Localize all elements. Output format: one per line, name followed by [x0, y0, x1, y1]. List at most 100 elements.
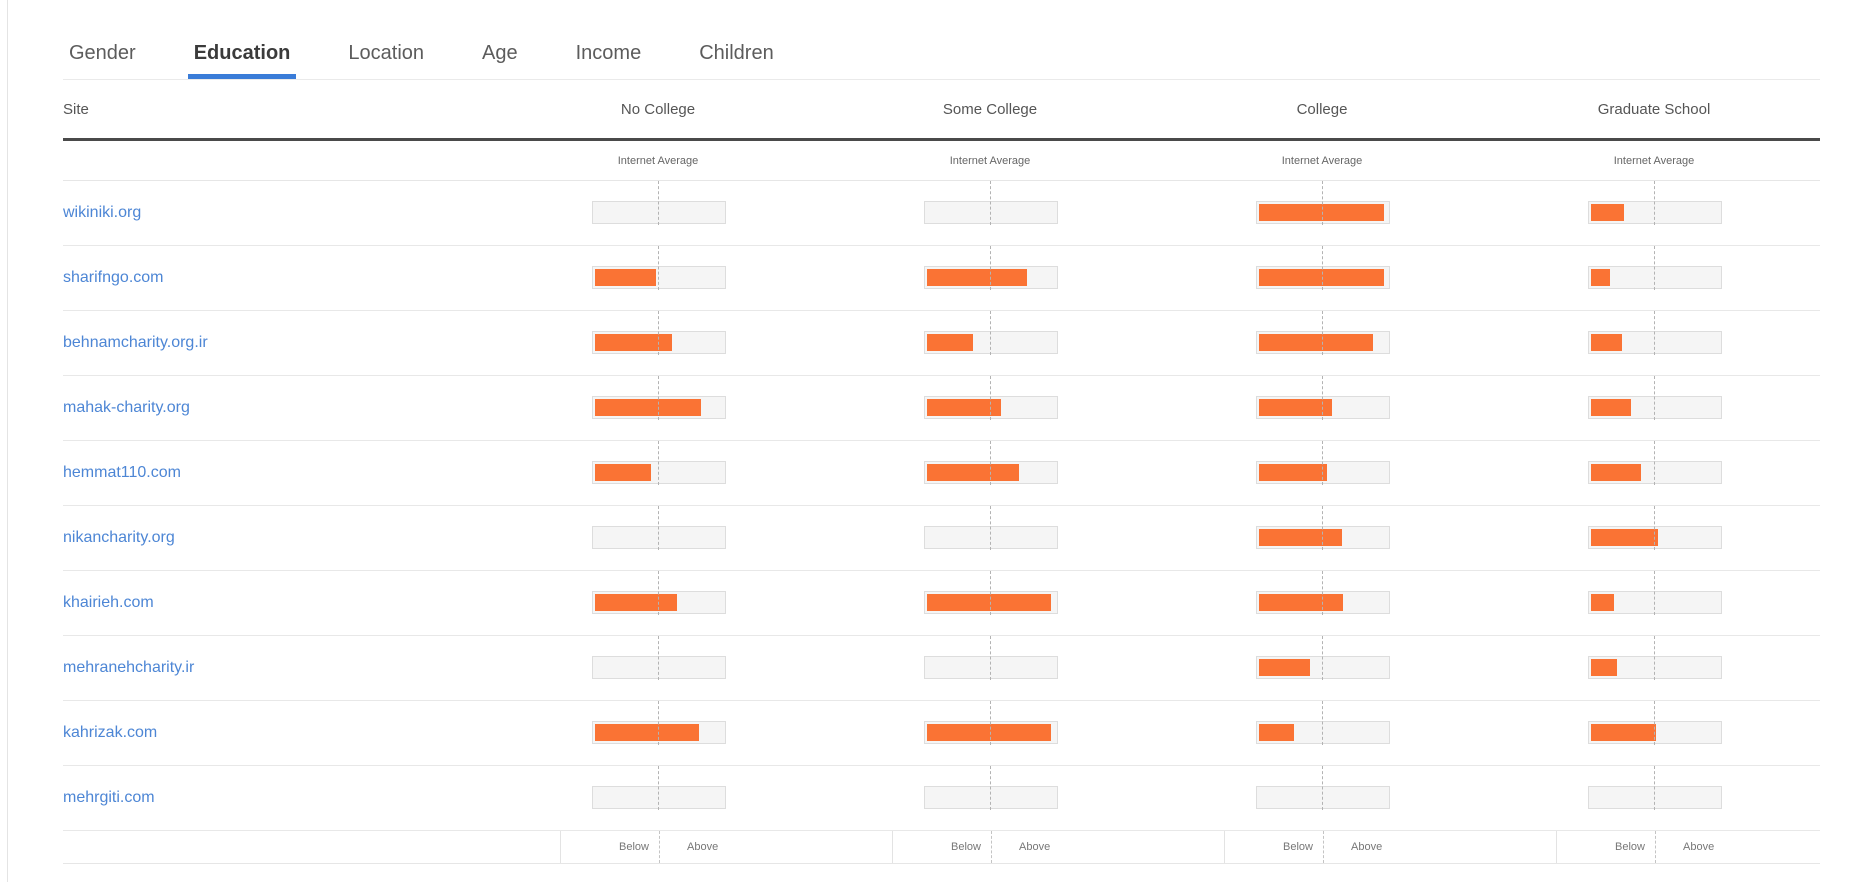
table-footer-row: Below Above Below Above Below Above Belo…: [63, 831, 1820, 864]
demographic-bar: [927, 724, 1052, 741]
tab-income[interactable]: Income: [575, 42, 642, 64]
demographic-bar: [595, 269, 657, 286]
site-link[interactable]: mehranehcharity.ir: [63, 659, 195, 676]
bar-cell: [1224, 766, 1556, 830]
internet-average-tick: [658, 376, 659, 420]
bar-cell: [1556, 246, 1820, 310]
bar-track: [592, 396, 726, 419]
internet-average-tick: [990, 246, 991, 290]
bar-cell: [892, 181, 1224, 245]
tab-age[interactable]: Age: [482, 42, 518, 64]
bar-cell: [560, 246, 892, 310]
internet-average-tick: [1654, 701, 1655, 745]
site-cell: nikancharity.org: [63, 529, 560, 547]
column-header-college: College: [1296, 100, 1348, 118]
bar-track: [1588, 656, 1722, 679]
demographic-bar: [927, 334, 974, 351]
demographic-bar: [595, 334, 672, 351]
bar-cell: [560, 636, 892, 700]
internet-average-tick: [1654, 376, 1655, 420]
site-link[interactable]: behnamcharity.org.ir: [63, 334, 208, 351]
bar-cell: [892, 701, 1224, 765]
internet-average-label: Internet Average: [1281, 154, 1363, 167]
average-divider-line: [1323, 831, 1324, 863]
bar-track: [924, 266, 1058, 289]
bar-track: [924, 721, 1058, 744]
table-row: behnamcharity.org.ir: [63, 311, 1820, 376]
site-link[interactable]: sharifngo.com: [63, 269, 164, 286]
column-header-some-college: Some College: [942, 100, 1038, 118]
bar-track: [592, 591, 726, 614]
bar-track: [924, 526, 1058, 549]
bar-cell: [560, 311, 892, 375]
bar-track: [592, 786, 726, 809]
bar-cell: [560, 441, 892, 505]
demographic-bar: [1259, 464, 1327, 481]
internet-average-tick: [658, 766, 659, 810]
internet-average-label: Internet Average: [617, 154, 699, 167]
demographic-bar: [595, 399, 702, 416]
demographic-bar: [1591, 529, 1658, 546]
site-link[interactable]: kahrizak.com: [63, 724, 158, 741]
footer-cell-graduate-school: Below Above: [1556, 831, 1820, 863]
tab-education[interactable]: Education: [187, 42, 297, 79]
internet-average-label: Internet Average: [1613, 154, 1695, 167]
internet-average-tick: [990, 766, 991, 810]
internet-average-tick: [658, 246, 659, 290]
bar-track: [592, 331, 726, 354]
demographic-bar: [1591, 724, 1657, 741]
bar-track: [924, 786, 1058, 809]
bar-track: [1588, 526, 1722, 549]
site-link[interactable]: hemmat110.com: [63, 464, 181, 481]
internet-average-tick: [1322, 571, 1323, 615]
bar-track: [1256, 526, 1390, 549]
site-link[interactable]: khairieh.com: [63, 594, 154, 611]
site-link[interactable]: mahak-charity.org: [63, 399, 190, 416]
bar-cell: [560, 766, 892, 830]
tab-gender[interactable]: Gender: [69, 42, 136, 64]
table-row: khairieh.com: [63, 571, 1820, 636]
internet-average-tick: [658, 506, 659, 550]
bar-cell: [892, 766, 1224, 830]
site-link[interactable]: wikiniki.org: [63, 204, 142, 221]
tab-location[interactable]: Location: [348, 42, 425, 64]
below-label: Below: [951, 841, 981, 853]
internet-average-tick: [1322, 506, 1323, 550]
bar-track: [1256, 656, 1390, 679]
footer-cell-college: Below Above: [1224, 831, 1556, 863]
below-label: Below: [1615, 841, 1645, 853]
bar-track: [924, 201, 1058, 224]
site-cell: wikiniki.org: [63, 204, 560, 222]
tab-children[interactable]: Children: [699, 42, 774, 64]
bar-track: [924, 591, 1058, 614]
bar-track: [592, 656, 726, 679]
below-label: Below: [619, 841, 649, 853]
average-divider-line: [1655, 831, 1656, 863]
site-link[interactable]: mehrgiti.com: [63, 789, 155, 806]
internet-average-tick: [1322, 311, 1323, 355]
table-row: kahrizak.com: [63, 701, 1820, 766]
demographic-bar: [595, 464, 652, 481]
bar-cell: [1224, 181, 1556, 245]
footer-cell-no-college: Below Above: [560, 831, 892, 863]
internet-average-tick: [1654, 571, 1655, 615]
site-cell: mehrgiti.com: [63, 789, 560, 807]
internet-average-tick: [658, 181, 659, 225]
bar-cell: [892, 636, 1224, 700]
above-label: Above: [1351, 841, 1383, 853]
bar-cell: [1556, 181, 1820, 245]
internet-average-tick: [658, 701, 659, 745]
bar-cell: [892, 441, 1224, 505]
bar-track: [924, 656, 1058, 679]
demographic-bar: [1259, 334, 1373, 351]
site-cell: kahrizak.com: [63, 724, 560, 742]
demographic-bar: [1591, 594, 1615, 611]
internet-average-tick: [1654, 766, 1655, 810]
site-link[interactable]: nikancharity.org: [63, 529, 175, 546]
bar-cell: [560, 376, 892, 440]
demographic-bar: [927, 594, 1052, 611]
bar-track: [1588, 461, 1722, 484]
demographic-bar: [1259, 594, 1344, 611]
bar-track: [1588, 396, 1722, 419]
